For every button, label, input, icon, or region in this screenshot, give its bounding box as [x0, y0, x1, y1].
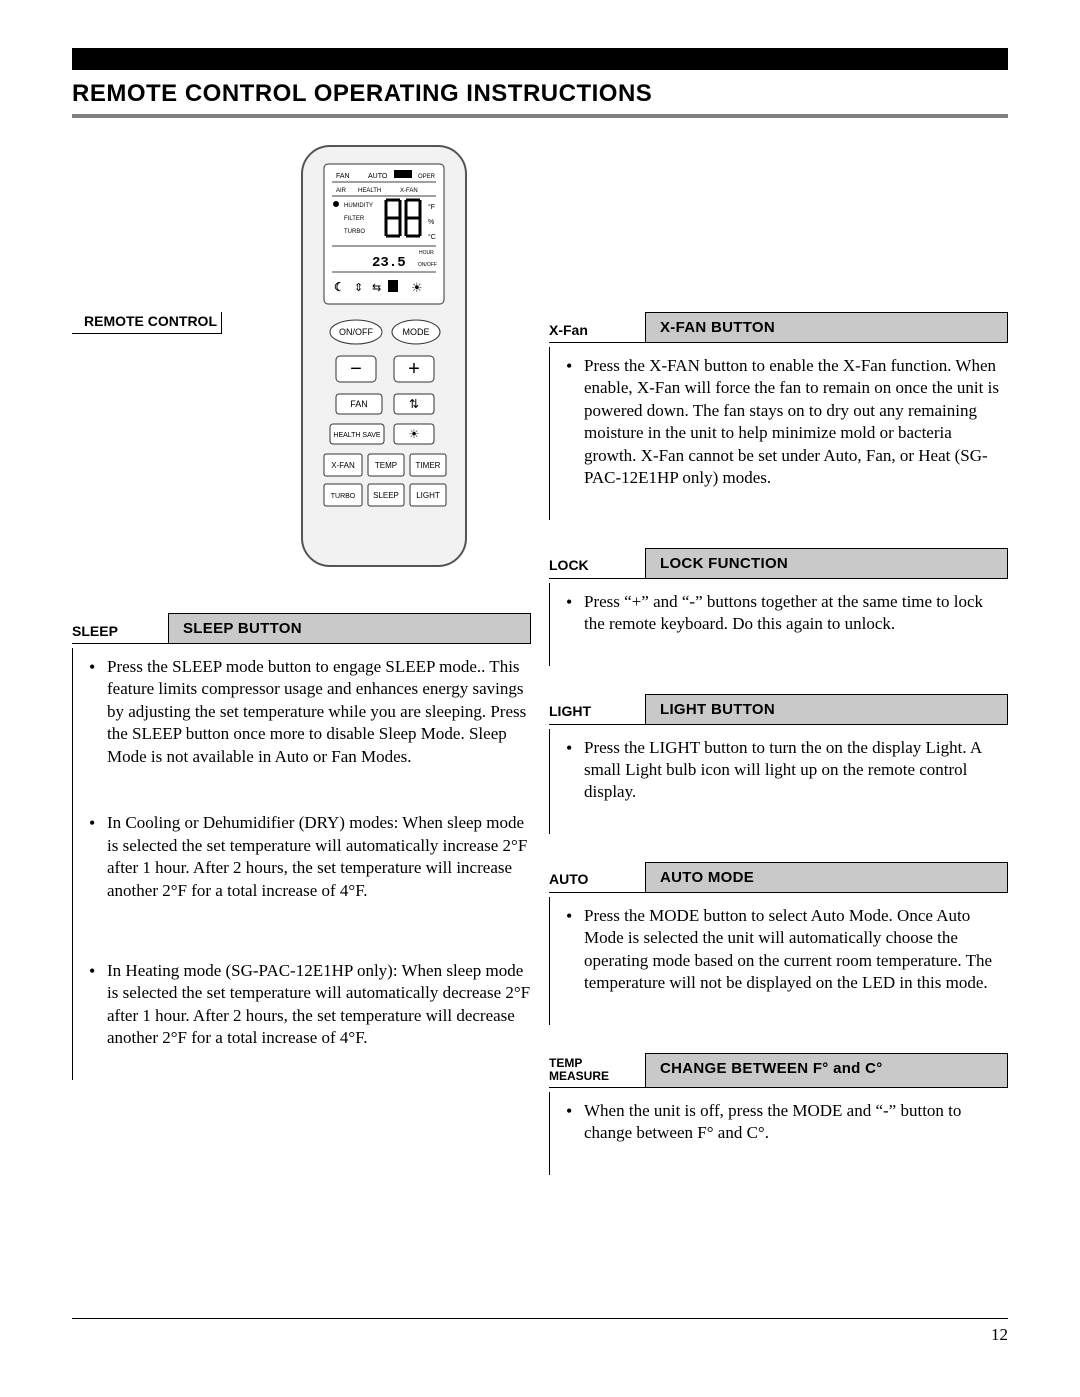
svg-text:ON/OFF: ON/OFF	[339, 327, 373, 337]
section-sleep: SLEEP SLEEP BUTTON Press the SLEEP mode …	[72, 613, 531, 1080]
svg-text:X-FAN: X-FAN	[331, 461, 355, 470]
xfan-title: X-FAN BUTTON	[645, 312, 1008, 343]
section-auto: AUTO AUTO MODE Press the MODE button to …	[549, 862, 1008, 1025]
svg-text:SLEEP: SLEEP	[373, 491, 399, 500]
lock-title: LOCK FUNCTION	[645, 548, 1008, 579]
sleep-title: SLEEP BUTTON	[168, 613, 531, 644]
section-lock: LOCK LOCK FUNCTION Press “+” and “-” but…	[549, 548, 1008, 666]
footer-rule	[72, 1318, 1008, 1319]
sleep-bullet: In Cooling or Dehumidifier (DRY) modes: …	[87, 812, 531, 902]
svg-text:°F: °F	[428, 203, 435, 211]
temp-title: CHANGE BETWEEN F° and C°	[645, 1053, 1008, 1088]
svg-text:TIMER: TIMER	[415, 461, 440, 470]
svg-text:OPER: OPER	[418, 174, 436, 180]
auto-tag: AUTO	[549, 862, 645, 893]
svg-text:LIGHT: LIGHT	[416, 491, 440, 500]
light-title: LIGHT BUTTON	[645, 694, 1008, 725]
section-temp-measure: TEMP MEASURE CHANGE BETWEEN F° and C° Wh…	[549, 1053, 1008, 1175]
auto-bullet: Press the MODE button to select Auto Mod…	[564, 905, 1008, 995]
xfan-tag: X-Fan	[549, 312, 645, 343]
page-number: 12	[72, 1325, 1008, 1345]
sleep-bullet: Press the SLEEP mode button to engage SL…	[87, 656, 531, 768]
svg-text:ON/OFF: ON/OFF	[418, 262, 437, 268]
svg-text:HUMIDITY: HUMIDITY	[344, 203, 373, 209]
svg-text:⇆: ⇆	[372, 282, 381, 294]
svg-text:MODE: MODE	[402, 327, 429, 337]
svg-text:⇕: ⇕	[354, 282, 363, 294]
two-column-layout: REMOTE CONTROL FAN AUTO OPER AIR HEALTH …	[72, 142, 1008, 1203]
svg-text:AUTO: AUTO	[368, 173, 388, 180]
svg-text:°C: °C	[428, 233, 436, 241]
svg-text:HOUR: HOUR	[419, 250, 434, 256]
left-column: REMOTE CONTROL FAN AUTO OPER AIR HEALTH …	[72, 142, 531, 1203]
section-xfan: X-Fan X-FAN BUTTON Press the X-FAN butto…	[549, 312, 1008, 520]
remote-figure: REMOTE CONTROL FAN AUTO OPER AIR HEALTH …	[72, 142, 531, 577]
auto-title: AUTO MODE	[645, 862, 1008, 893]
svg-text:☀: ☀	[411, 280, 423, 295]
section-light: LIGHT LIGHT BUTTON Press the LIGHT butto…	[549, 694, 1008, 834]
svg-text:FILTER: FILTER	[344, 216, 365, 222]
svg-text:HEALTH: HEALTH	[358, 188, 381, 194]
sleep-tag: SLEEP	[72, 613, 168, 644]
light-tag: LIGHT	[549, 694, 645, 725]
lock-bullet: Press “+” and “-” buttons together at th…	[564, 591, 1008, 636]
remote-control-label: REMOTE CONTROL	[72, 312, 222, 334]
lock-tag: LOCK	[549, 548, 645, 579]
svg-text:23.5: 23.5	[372, 255, 406, 271]
xfan-bullet: Press the X-FAN button to enable the X-F…	[564, 355, 1008, 490]
page-title: REMOTE CONTROL OPERATING INSTRUCTIONS	[72, 80, 1008, 108]
svg-text:%: %	[428, 219, 434, 226]
svg-text:HEALTH SAVE: HEALTH SAVE	[333, 432, 381, 439]
temp-bullet: When the unit is off, press the MODE and…	[564, 1100, 1008, 1145]
svg-text:☀: ☀	[408, 427, 419, 441]
svg-text:X-FAN: X-FAN	[400, 188, 418, 194]
svg-text:TEMP: TEMP	[374, 461, 396, 470]
right-column: X-Fan X-FAN BUTTON Press the X-FAN butto…	[549, 142, 1008, 1203]
remote-illustration: FAN AUTO OPER AIR HEALTH X-FAN HUMIDITY …	[294, 142, 474, 572]
svg-text:TURBO: TURBO	[344, 229, 365, 235]
light-bullet: Press the LIGHT button to turn the on th…	[564, 737, 1008, 804]
page-footer: 12	[72, 1318, 1008, 1345]
svg-text:AIR: AIR	[336, 188, 347, 194]
svg-text:−: −	[350, 358, 362, 380]
svg-text:TURBO: TURBO	[330, 493, 355, 500]
svg-text:FAN: FAN	[350, 399, 368, 409]
top-black-bar	[72, 48, 1008, 70]
svg-text:FAN: FAN	[336, 173, 350, 180]
sleep-bullet: In Heating mode (SG-PAC-12E1HP only): Wh…	[87, 960, 531, 1050]
svg-text:☾: ☾	[334, 280, 345, 294]
svg-text:⇅: ⇅	[408, 397, 418, 411]
title-underline	[72, 114, 1008, 118]
svg-text:+: +	[408, 358, 420, 380]
temp-tag: TEMP MEASURE	[549, 1053, 645, 1088]
